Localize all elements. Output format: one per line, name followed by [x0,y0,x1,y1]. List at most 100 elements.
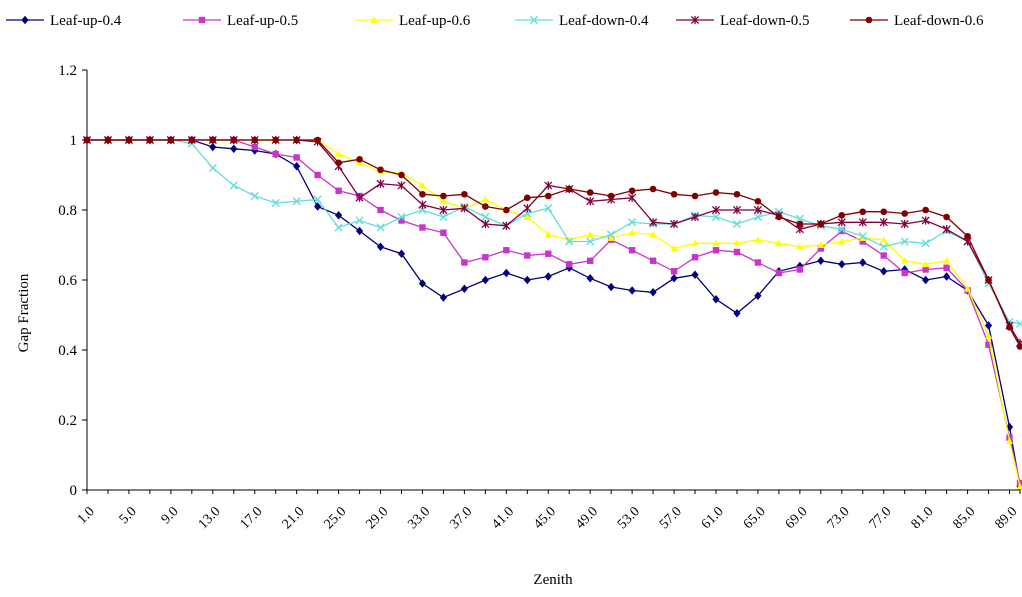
data-point [775,269,783,277]
data-point [418,200,427,209]
data-point [334,211,343,220]
x-tick-label: 33.0 [405,504,433,532]
y-axis-label: Gap Fraction [16,273,32,352]
data-point [670,244,678,252]
data-point [209,136,217,144]
data-point [607,230,616,239]
data-point [628,286,636,295]
series-leaf-up-0-5 [83,136,1022,487]
data-point [167,136,175,144]
data-point [377,206,384,214]
series-line [87,139,1021,344]
data-point [544,181,553,190]
data-point [523,194,531,202]
data-point [922,260,930,268]
series-leaf-down-0-6 [83,136,1022,350]
data-point [628,187,636,195]
data-point [1005,437,1014,444]
x-axis-label: Zenith [533,572,573,588]
data-point [754,259,762,266]
legend-entry: Leaf-up-0.5 [183,13,298,29]
data-point [272,136,279,144]
y-tick-label: 0.8 [58,203,77,219]
data-point [482,254,489,261]
data-point [229,181,238,190]
data-point [544,230,552,238]
data-point [985,341,992,348]
data-point [900,237,909,246]
series-leaf-up-0-4 [83,135,1022,491]
data-point [523,204,532,213]
data-point [628,218,637,227]
data-point [439,197,448,205]
data-point [837,218,846,227]
data-point [586,197,595,206]
y-tick-label: 1 [70,133,78,149]
y-tick-label: 0.4 [58,343,77,359]
data-point [691,192,699,200]
data-point [419,224,426,231]
x-tick-label: 69.0 [783,504,811,532]
data-point [838,227,845,235]
legend-label: Leaf-down-0.4 [559,13,649,29]
data-point [586,230,594,238]
data-point [1006,323,1013,331]
data-point [880,252,887,259]
data-point [314,136,321,144]
data-point [712,295,720,304]
data-point [817,256,825,265]
series-line [87,139,1021,347]
series-layer [82,135,1022,491]
data-point [314,171,321,179]
data-point [859,258,867,267]
data-point [292,197,301,206]
data-point [691,270,699,279]
data-point [901,257,909,264]
data-point [419,190,426,198]
data-point [753,205,762,215]
data-point [460,204,469,213]
y-tick-label: 1.2 [58,63,77,79]
data-point [439,212,448,222]
data-point [711,212,721,222]
data-point [125,136,133,144]
x-tick-label: 45.0 [531,504,559,532]
data-point [439,293,448,302]
data-point [838,260,846,269]
legend-entry: Leaf-down-0.5 [676,13,810,29]
data-point [900,219,909,229]
data-point [460,284,468,293]
legend-marker [198,16,206,24]
data-point [461,190,468,198]
legend-label: Leaf-down-0.5 [720,13,810,29]
data-point [796,266,804,273]
data-point [586,257,594,264]
data-point [817,241,825,248]
data-point [251,136,259,144]
data-point [880,208,888,216]
data-point [397,249,406,258]
data-point [712,239,720,247]
data-point [481,212,490,222]
data-point [440,229,447,236]
data-point [628,247,636,254]
data-point [712,189,720,196]
legend-entry: Leaf-up-0.4 [6,13,122,29]
data-point [733,248,741,256]
data-point [817,220,825,228]
data-point [503,247,510,254]
x-tick-label: 25.0 [321,504,349,532]
legend: Leaf-up-0.4 Leaf-up-0.5 Leaf-up-0.6 Leaf-do… [6,13,984,29]
x-tick-label: 9.0 [159,504,182,527]
legend-marker [865,16,873,24]
data-point [544,192,552,200]
legend-label: Leaf-up-0.5 [227,13,298,29]
legend-entry: Leaf-down-0.6 [850,13,984,29]
data-point [293,136,300,144]
x-tick-label: 5.0 [117,504,140,527]
data-point [963,285,972,292]
x-tick-label: 81.0 [909,504,937,532]
data-point [691,239,699,247]
data-point [879,242,888,251]
series-line [87,139,1021,487]
